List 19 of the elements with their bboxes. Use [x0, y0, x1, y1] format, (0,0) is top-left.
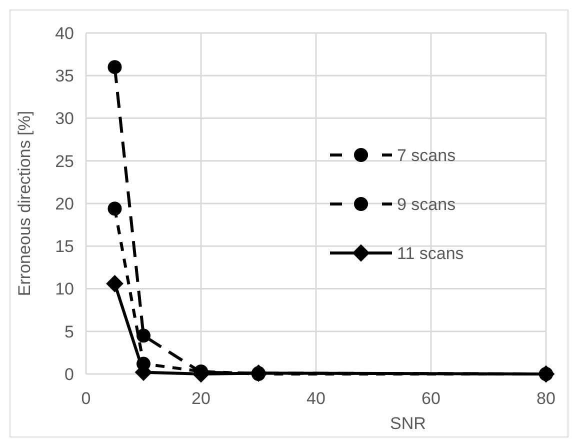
x-tick-label: 20	[192, 389, 210, 408]
x-tick-label: 80	[536, 389, 556, 408]
x-tick-label: 40	[306, 389, 326, 408]
y-tick-label: 20	[55, 194, 74, 214]
y-tick-label: 10	[55, 280, 74, 299]
legend-label: 11 scans	[397, 244, 464, 263]
y-tick-label: 25	[55, 152, 74, 171]
x-axis-title: SNR	[390, 414, 426, 433]
y-axis-title: Erroneous directions [%]	[15, 110, 34, 296]
legend-label: 7 scans	[397, 146, 456, 165]
legend-label: 9 scans	[397, 194, 456, 214]
y-tick-label: 35	[55, 66, 74, 86]
x-tick-label: 0	[81, 389, 91, 408]
y-tick-label: 5	[64, 322, 74, 342]
y-tick-label: 40	[55, 24, 74, 43]
x-tick-label: 60	[422, 389, 440, 408]
y-tick-label: 15	[55, 237, 74, 256]
y-tick-label: 0	[64, 364, 74, 384]
y-tick-label: 30	[55, 109, 74, 128]
